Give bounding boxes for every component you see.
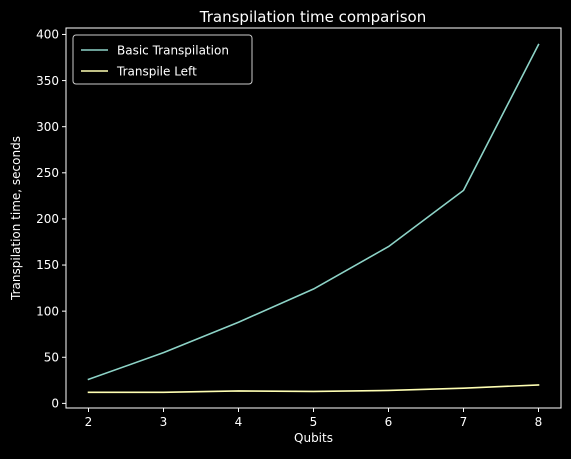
legend: Basic Transpilation Transpile Left bbox=[72, 34, 253, 85]
y-tick-label: 150 bbox=[36, 258, 59, 272]
x-tick-label: 5 bbox=[310, 415, 318, 429]
legend-label-transpile-left: Transpile Left bbox=[116, 65, 197, 79]
x-tick-label: 6 bbox=[385, 415, 393, 429]
legend-box bbox=[72, 34, 253, 85]
series-line-basic-transpilation bbox=[87, 43, 540, 381]
y-tick-label: 100 bbox=[36, 304, 59, 318]
x-tick-label: 8 bbox=[535, 415, 543, 429]
series-lines bbox=[87, 43, 540, 394]
y-tick-label: 200 bbox=[36, 212, 59, 226]
y-tick-label: 250 bbox=[36, 166, 59, 180]
chart-title: Transpilation time comparison bbox=[199, 8, 426, 26]
legend-label-basic-transpilation: Basic Transpilation bbox=[117, 44, 229, 58]
y-tick-label: 350 bbox=[36, 74, 59, 88]
x-tick-label: 2 bbox=[85, 415, 93, 429]
series-line-transpile-left bbox=[87, 384, 540, 394]
y-axis-label: Transpilation time, seconds bbox=[9, 136, 23, 301]
x-tick-label: 7 bbox=[460, 415, 468, 429]
x-tick-label: 4 bbox=[235, 415, 243, 429]
x-tick-label: 3 bbox=[160, 415, 168, 429]
plot-area-frame bbox=[65, 27, 562, 409]
y-tick-label: 400 bbox=[36, 28, 59, 42]
y-tick-label: 50 bbox=[44, 350, 59, 364]
x-axis-label: Qubits bbox=[294, 431, 333, 445]
y-tick-label: 0 bbox=[51, 397, 59, 411]
axis-ticks: 2 3 4 5 6 7 8 0 50 100 150 200 250 300 350 400 bbox=[36, 28, 542, 429]
y-tick-label: 300 bbox=[36, 120, 59, 134]
